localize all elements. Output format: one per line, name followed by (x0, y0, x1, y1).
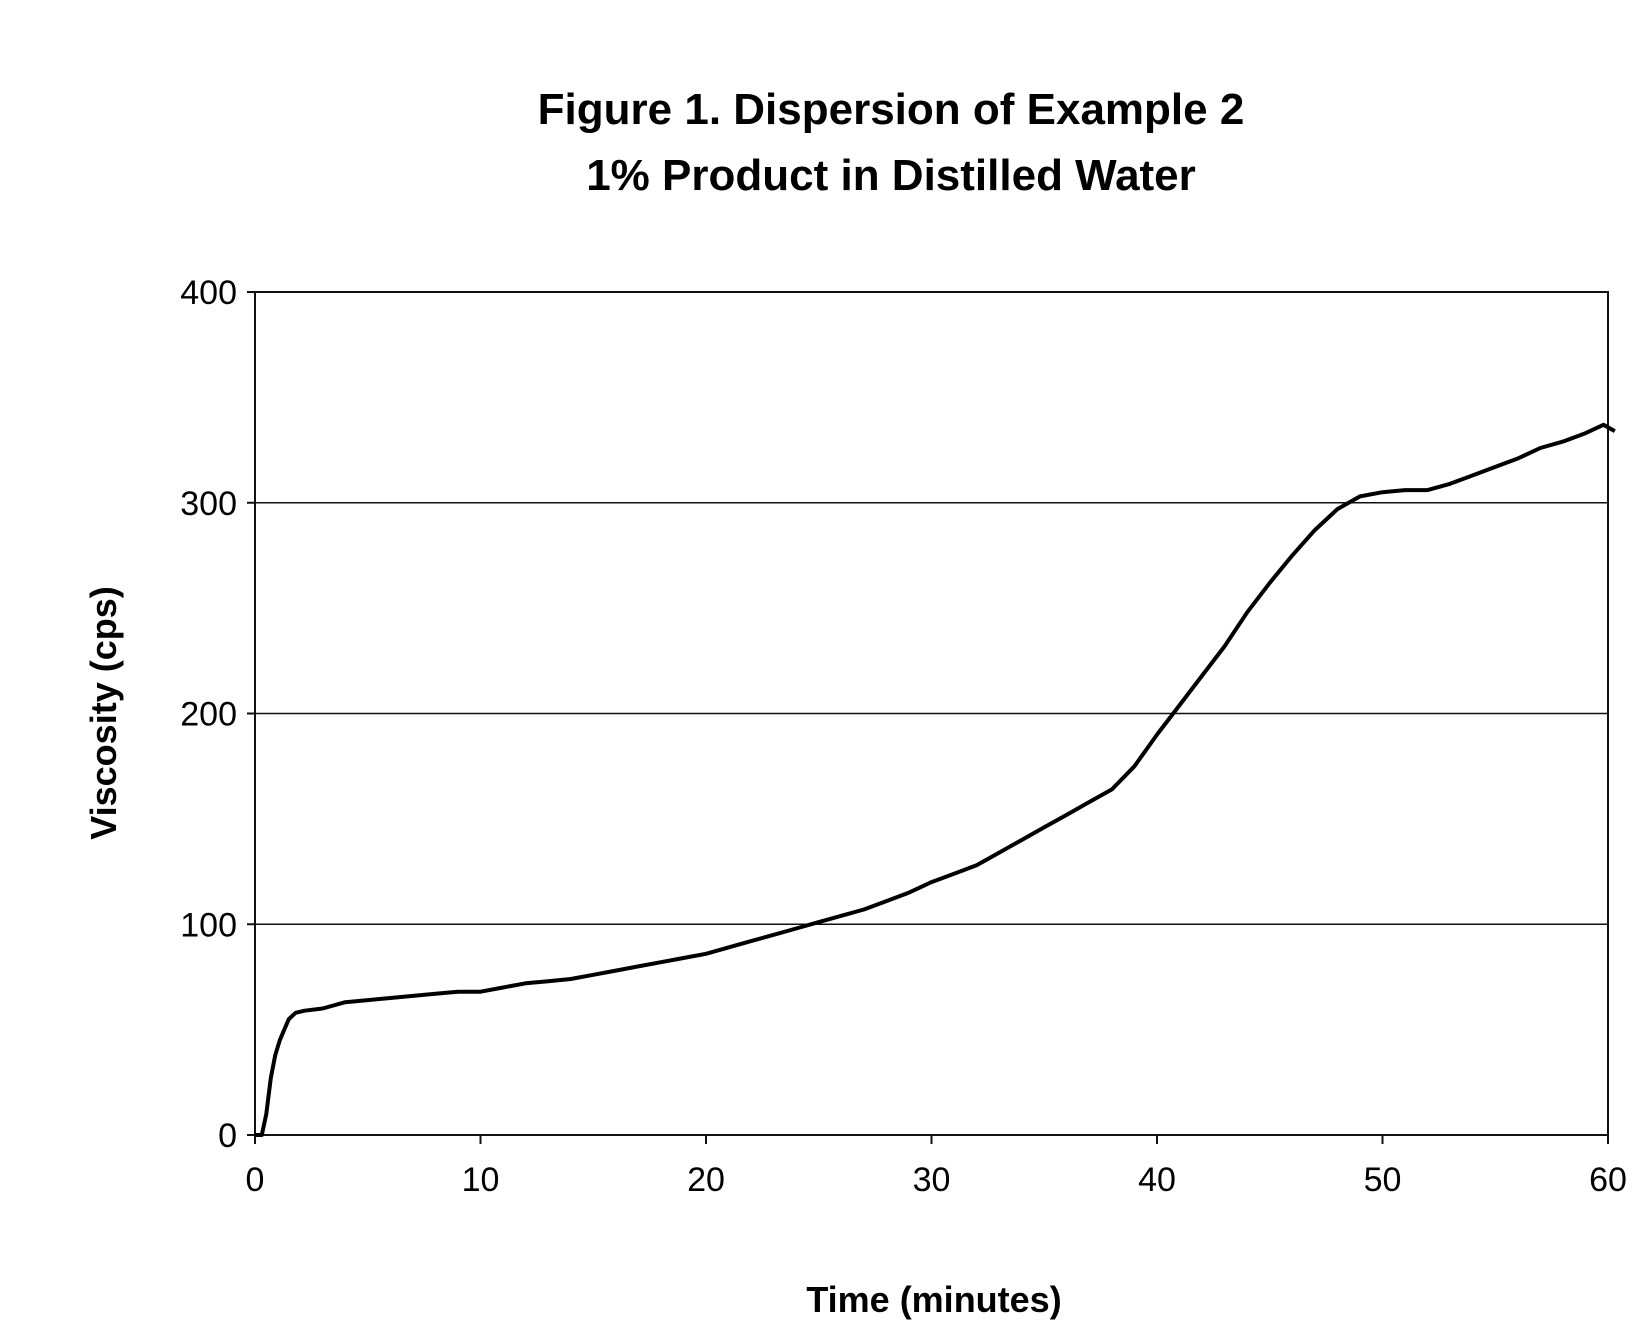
x-axis: 0 10 20 30 40 50 60 (246, 1135, 1627, 1199)
x-tick-label: 50 (1364, 1161, 1402, 1199)
chart: Figure 1. Dispersion of Example 2 1% Pro… (0, 0, 1652, 1340)
y-tick-label: 100 (180, 906, 237, 944)
chart-title: Figure 1. Dispersion of Example 2 (538, 85, 1245, 134)
y-axis: 0 100 200 300 400 (180, 274, 255, 1155)
chart-subtitle: 1% Product in Distilled Water (586, 151, 1196, 200)
x-tick-label: 40 (1138, 1161, 1176, 1199)
y-tick-label: 400 (180, 274, 237, 312)
x-tick-label: 10 (462, 1161, 500, 1199)
series-layer (255, 425, 1615, 1135)
series-line (255, 425, 1615, 1135)
y-tick-label: 0 (218, 1117, 237, 1155)
x-tick-label: 60 (1589, 1161, 1627, 1199)
gridlines (255, 503, 1608, 925)
x-axis-label: Time (minutes) (806, 1279, 1061, 1320)
y-tick-label: 200 (180, 696, 237, 734)
x-tick-label: 20 (687, 1161, 725, 1199)
y-tick-label: 300 (180, 485, 237, 523)
y-axis-label: Viscosity (cps) (83, 586, 124, 839)
x-tick-label: 30 (913, 1161, 951, 1199)
x-tick-label: 0 (246, 1161, 265, 1199)
